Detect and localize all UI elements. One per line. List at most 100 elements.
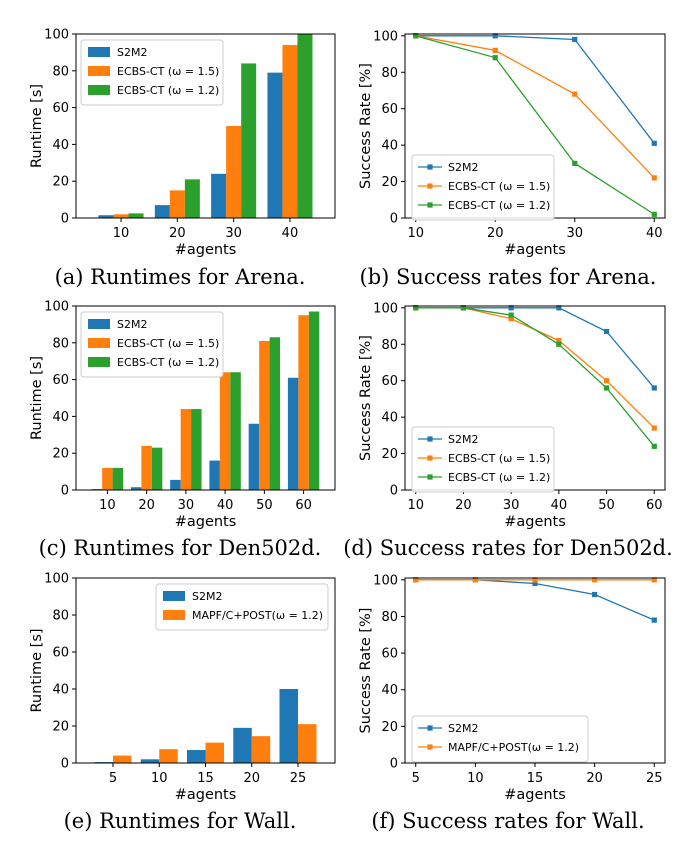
- data-point: [572, 160, 578, 166]
- data-point: [603, 378, 610, 384]
- data-point: [508, 305, 514, 311]
- y-tick-label: 100: [44, 572, 69, 587]
- legend-marker: [427, 474, 433, 480]
- x-tick-label: 30: [566, 226, 583, 241]
- bar-ecbs-ct-1-2-: [151, 447, 163, 490]
- bar-s2m2: [209, 460, 220, 490]
- legend-label: S2M2: [117, 318, 147, 331]
- y-tick-label: 40: [52, 683, 69, 698]
- data-point: [651, 577, 657, 583]
- data-point: [592, 591, 598, 598]
- x-tick-label: 50: [256, 498, 273, 513]
- bar-ecbs-ct-1-5-: [259, 340, 270, 490]
- y-axis-label: Success Rate [%]: [358, 63, 374, 189]
- data-point: [651, 617, 657, 623]
- y-tick-label: 60: [52, 101, 69, 116]
- bar-mapf-c-post-1-2-: [159, 749, 178, 764]
- x-tick-label: 20: [243, 771, 260, 786]
- y-tick-label: 60: [52, 646, 69, 661]
- x-tick-label: 15: [197, 771, 214, 786]
- data-point: [651, 425, 657, 431]
- data-point: [651, 385, 657, 391]
- data-point: [592, 577, 598, 583]
- x-tick-label: 20: [487, 226, 504, 241]
- bar-s2m2: [267, 72, 283, 218]
- bar-ecbs-ct-1-5-: [226, 126, 242, 218]
- y-tick-label: 100: [44, 300, 69, 315]
- series-line: [415, 307, 655, 429]
- legend-box: [80, 311, 224, 378]
- bar-s2m2: [154, 205, 170, 218]
- data-point: [572, 36, 578, 43]
- y-tick-label: 80: [381, 66, 398, 81]
- y-tick-label: 0: [390, 212, 398, 227]
- data-point: [532, 580, 538, 587]
- bar-ecbs-ct-1-2-: [112, 467, 124, 490]
- data-point: [492, 55, 498, 61]
- bar-s2m2: [211, 173, 227, 218]
- legend-swatch: [163, 610, 185, 620]
- data-point: [572, 91, 578, 97]
- caption: (e) Runtimes for Wall.: [64, 809, 297, 833]
- bar-ecbs-ct-1-2-: [128, 213, 144, 218]
- data-point: [413, 305, 419, 311]
- x-tick-label: 20: [586, 771, 603, 786]
- chart-c: 10 20 30 40 50 60 0 20 40 60 80 100 #agents Runtime […: [29, 300, 336, 560]
- y-tick-label: 60: [52, 373, 69, 388]
- legend: S2M2 ECBS-CT (ω = 1.5) ECBS-CT (ω = 1.2): [411, 426, 555, 493]
- bar-ecbs-ct-1-2-: [230, 372, 241, 490]
- y-tick-label: 0: [61, 212, 69, 227]
- x-tick-label: 5: [412, 771, 420, 786]
- y-tick-label: 0: [61, 757, 69, 772]
- legend-marker: [427, 725, 433, 731]
- bar-s2m2: [287, 377, 299, 490]
- y-axis-label: Runtime [s]: [29, 356, 45, 440]
- x-tick-label: 30: [178, 498, 195, 513]
- y-axis-label: Runtime [s]: [29, 84, 45, 168]
- x-tick-label: 10: [407, 226, 424, 241]
- x-tick-label: 40: [217, 498, 234, 513]
- caption: (c) Runtimes for Den502d.: [39, 536, 322, 560]
- chart-e: 5 10 15 20 25 0 20 40 60 80 100 #agents Runtime [s] S…: [29, 572, 336, 833]
- legend-box: [155, 583, 329, 631]
- legend-label: S2M2: [448, 722, 478, 735]
- y-tick-label: 80: [52, 64, 69, 79]
- caption: (a) Runtimes for Arena.: [55, 265, 306, 289]
- bar-ecbs-ct-1-5-: [180, 409, 192, 490]
- legend-swatch: [88, 47, 110, 57]
- bar-s2m2: [130, 487, 142, 490]
- chart-a: 10 20 30 40 0 20 40 60 80 100 #agents Runtime [s] S2…: [29, 28, 336, 289]
- caption: (d) Success rates for Den502d.: [343, 536, 673, 560]
- bar-s2m2: [233, 727, 252, 763]
- plot-frame: [75, 577, 336, 764]
- legend-box: [80, 39, 224, 106]
- x-tick-label: 40: [646, 226, 663, 241]
- x-tick-label: 50: [598, 498, 615, 513]
- series-line: [415, 307, 655, 389]
- x-tick-label: 30: [503, 498, 520, 513]
- x-tick-label: 10: [113, 226, 130, 241]
- legend-swatch: [88, 66, 110, 76]
- data-point: [556, 341, 562, 347]
- legend-marker: [427, 455, 433, 461]
- y-tick-label: 20: [381, 720, 398, 735]
- bar-ecbs-ct-1-5-: [219, 372, 231, 490]
- legend-label: ECBS-CT (ω = 1.2): [448, 471, 550, 484]
- y-tick-label: 40: [52, 410, 69, 425]
- legend-label: ECBS-CT (ω = 1.2): [117, 84, 219, 97]
- bar-ecbs-ct-1-5-: [102, 467, 113, 490]
- bar-mapf-c-post-1-2-: [113, 755, 132, 763]
- legend: S2M2 ECBS-CT (ω = 1.5) ECBS-CT (ω = 1.2): [411, 154, 555, 221]
- legend-label: ECBS-CT (ω = 1.5): [117, 337, 219, 350]
- x-tick-label: 10: [151, 771, 168, 786]
- legend-box: [411, 426, 555, 493]
- bar-ecbs-ct-1-2-: [269, 337, 281, 490]
- bar-ecbs-ct-1-5-: [282, 45, 298, 218]
- legend-marker: [427, 183, 433, 189]
- data-point: [508, 316, 514, 322]
- series-line: [415, 35, 655, 144]
- bar-s2m2: [170, 479, 181, 490]
- bar-ecbs-ct-1-5-: [113, 214, 129, 218]
- y-tick-label: 60: [381, 374, 398, 389]
